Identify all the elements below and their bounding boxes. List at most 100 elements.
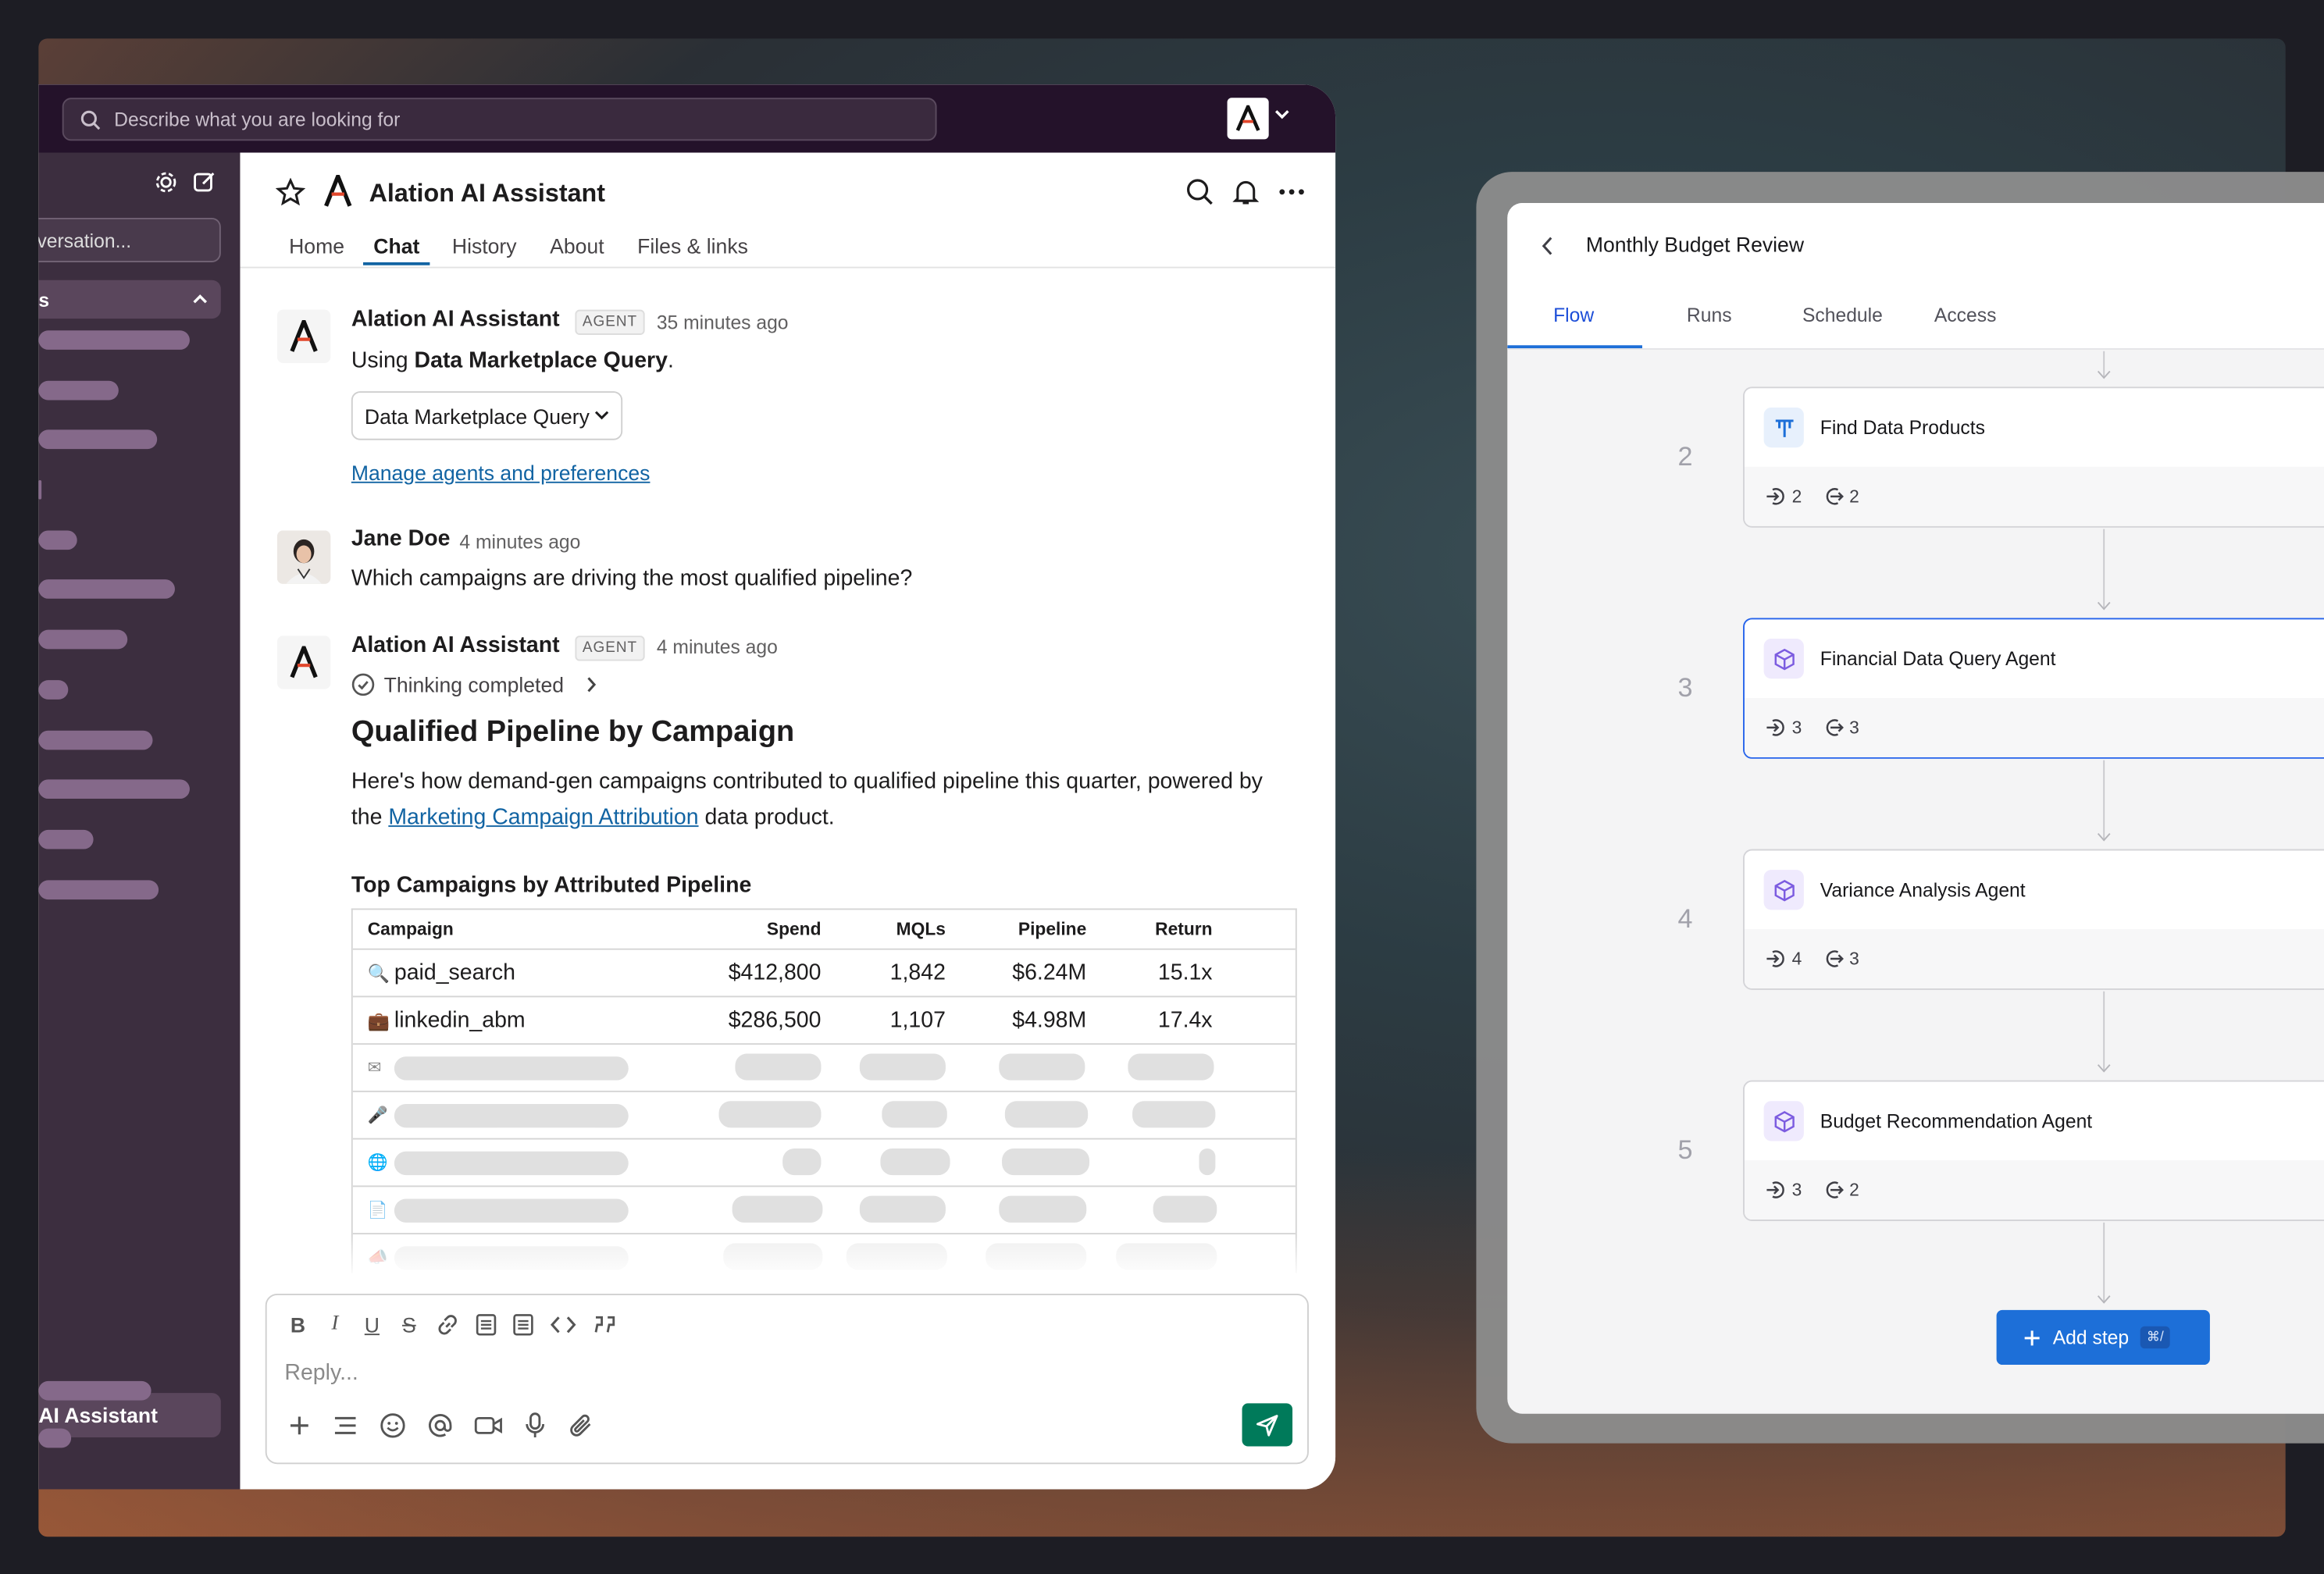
star-icon[interactable] xyxy=(276,177,305,208)
step-number: 3 xyxy=(1677,672,1693,703)
cell-return: 17.4x xyxy=(1157,1007,1213,1033)
chevron-down-icon[interactable] xyxy=(1274,109,1289,120)
flow-step-card-selected[interactable]: Financial Data Query Agent 3 3 xyxy=(1743,618,2324,759)
skeleton xyxy=(1132,1101,1216,1128)
tab-home[interactable]: Home xyxy=(289,233,345,258)
cell-mqls: 1,842 xyxy=(889,960,946,986)
input-count: 3 xyxy=(1791,717,1802,739)
bell-icon[interactable] xyxy=(1232,178,1260,206)
message-author[interactable]: Alation AI Assistant xyxy=(351,632,560,658)
sidebar-section-header[interactable]: s xyxy=(38,280,221,319)
bulleted-list-icon[interactable] xyxy=(476,1313,497,1337)
step-name: Financial Data Query Agent xyxy=(1820,647,2056,670)
sidebar-item-placeholder[interactable] xyxy=(38,779,190,799)
workspace-avatar[interactable] xyxy=(1227,98,1269,140)
connector-line xyxy=(2103,1222,2105,1303)
tab-schedule[interactable]: Schedule xyxy=(1802,304,1883,326)
avatar[interactable] xyxy=(276,530,331,584)
sidebar-item-ai-assistant[interactable]: AI Assistant xyxy=(38,1393,221,1438)
channel-tabs: Home Chat History About Files & links xyxy=(240,233,1336,269)
more-icon[interactable] xyxy=(1278,178,1306,206)
tab-chat[interactable]: Chat xyxy=(363,234,430,265)
flow-step-card[interactable]: Budget Recommendation Agent 3 2 xyxy=(1743,1080,2324,1221)
add-step-button[interactable]: Add step ⌘/ xyxy=(1996,1309,2210,1366)
agent-icon xyxy=(1763,639,1804,679)
user-photo-icon xyxy=(276,530,331,584)
strikethrough-icon[interactable]: S xyxy=(401,1312,416,1337)
skeleton xyxy=(735,1053,822,1081)
message-time[interactable]: 35 minutes ago xyxy=(656,311,789,334)
sidebar-item-placeholder[interactable] xyxy=(38,330,190,350)
sidebar-item-placeholder[interactable] xyxy=(38,1380,151,1401)
message-time[interactable]: 4 minutes ago xyxy=(656,636,778,658)
sidebar-item-placeholder[interactable] xyxy=(38,880,159,900)
table-header-row: Campaign Spend MQLs Pipeline Return xyxy=(352,910,1296,950)
tab-files-links[interactable]: Files & links xyxy=(637,233,748,258)
agent-select[interactable]: Data Marketplace Query xyxy=(351,391,623,440)
tab-flow[interactable]: Flow xyxy=(1553,304,1595,326)
avatar[interactable] xyxy=(276,309,331,364)
sidebar-item-placeholder[interactable] xyxy=(38,680,69,700)
italic-icon[interactable]: I xyxy=(331,1312,339,1336)
data-product-link[interactable]: Marketing Campaign Attribution xyxy=(388,804,699,830)
tab-history[interactable]: History xyxy=(451,233,517,258)
step-number: 2 xyxy=(1677,441,1693,472)
sidebar-item-placeholder[interactable] xyxy=(38,629,128,650)
flow-step-card[interactable]: Find Data Products 2 2 xyxy=(1743,386,2324,528)
conversation-search[interactable]: versation... xyxy=(38,218,221,262)
gear-icon[interactable] xyxy=(154,170,177,194)
output-count: 3 xyxy=(1849,948,1859,970)
message-text: Using Data Marketplace Query. xyxy=(351,344,674,379)
agent-badge: AGENT xyxy=(575,636,645,661)
back-icon[interactable] xyxy=(1540,236,1555,257)
tab-access[interactable]: Access xyxy=(1934,304,1997,326)
message-author[interactable]: Alation AI Assistant xyxy=(351,306,560,333)
mail-emoji-icon: ✉ xyxy=(367,1059,382,1077)
avatar[interactable] xyxy=(276,636,331,689)
skeleton xyxy=(999,1195,1087,1223)
manage-agents-link[interactable]: Manage agents and preferences xyxy=(351,461,651,485)
reply-placeholder[interactable]: Reply... xyxy=(284,1360,358,1386)
message-text-suffix: . xyxy=(667,348,674,374)
sidebar-item-placeholder[interactable] xyxy=(38,829,94,849)
alation-logo-icon xyxy=(290,646,318,678)
message-composer[interactable]: B I U S Reply... xyxy=(265,1293,1309,1465)
attachment-icon[interactable] xyxy=(568,1412,594,1439)
sidebar-item-placeholder[interactable] xyxy=(38,730,153,750)
message-text: Which campaigns are driving the most qua… xyxy=(351,566,913,592)
tab-about[interactable]: About xyxy=(550,233,604,258)
search-icon[interactable] xyxy=(1185,178,1214,206)
message-author[interactable]: Jane Doe xyxy=(351,525,451,552)
sidebar-item-placeholder[interactable] xyxy=(38,1428,72,1448)
sidebar-item-placeholder[interactable] xyxy=(38,380,119,401)
bold-icon[interactable]: B xyxy=(290,1312,306,1337)
emoji-icon[interactable] xyxy=(380,1412,406,1439)
compose-icon[interactable] xyxy=(193,170,216,194)
skeleton xyxy=(882,1101,947,1128)
cell-pipeline: $4.98M xyxy=(1012,1007,1087,1033)
numbered-list-icon[interactable] xyxy=(513,1313,534,1337)
thinking-toggle[interactable]: Thinking completed xyxy=(351,673,603,696)
code-icon[interactable] xyxy=(550,1315,576,1336)
message-time[interactable]: 4 minutes ago xyxy=(459,530,581,553)
underline-icon[interactable]: U xyxy=(364,1312,380,1337)
send-icon xyxy=(1256,1414,1278,1436)
send-button[interactable] xyxy=(1242,1403,1293,1447)
code-block-icon[interactable] xyxy=(593,1315,616,1336)
mention-icon[interactable] xyxy=(427,1412,454,1439)
search-input[interactable]: Describe what you are looking for xyxy=(62,98,937,141)
sidebar-item-placeholder[interactable] xyxy=(38,530,77,550)
tab-runs[interactable]: Runs xyxy=(1686,304,1732,326)
sidebar: versation... s AI Assistant xyxy=(38,152,241,1490)
agent-icon xyxy=(1763,1101,1804,1141)
video-icon[interactable] xyxy=(474,1414,502,1437)
agent-badge: AGENT xyxy=(575,309,645,335)
microphone-icon[interactable] xyxy=(523,1412,547,1439)
sidebar-item-placeholder[interactable] xyxy=(38,429,158,450)
text-format-icon[interactable] xyxy=(332,1414,358,1437)
sidebar-item-placeholder[interactable] xyxy=(38,579,175,599)
plus-icon[interactable] xyxy=(287,1414,311,1437)
link-icon[interactable] xyxy=(436,1313,459,1337)
flow-step-card[interactable]: Variance Analysis Agent 4 3 xyxy=(1743,849,2324,990)
sidebar-item-placeholder[interactable] xyxy=(38,479,42,500)
